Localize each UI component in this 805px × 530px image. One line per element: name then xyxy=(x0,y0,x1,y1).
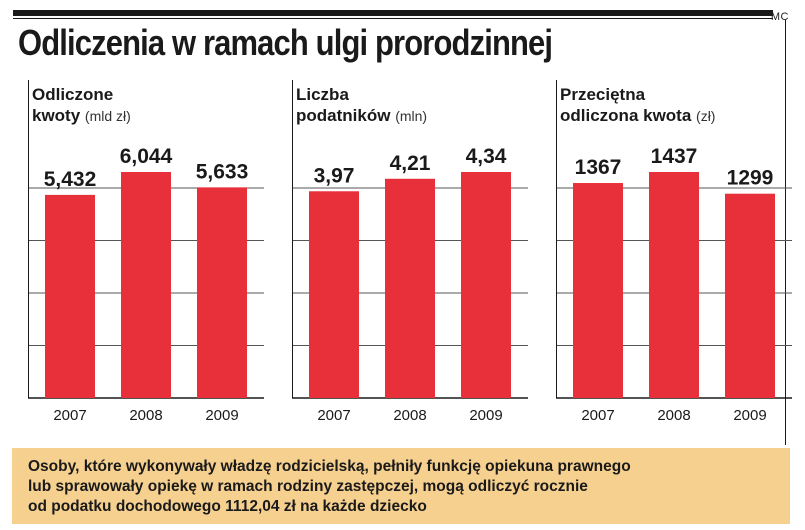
bar-2009 xyxy=(725,193,775,398)
x-tick-label: 2008 xyxy=(129,407,162,424)
panel-liczba-podatnikow: Liczba podatników (mln) 3,97 2007 4,21 2008… xyxy=(292,80,528,440)
panel-odliczone-kwoty: Odliczone kwoty (mld zł) 5,432 2007 6,044 2… xyxy=(28,80,264,440)
x-tick-label: 2009 xyxy=(205,407,238,424)
top-rule xyxy=(13,10,773,16)
bar-2008 xyxy=(649,172,699,398)
credit: MC xyxy=(770,11,789,23)
right-rule xyxy=(785,20,786,445)
panel-label: Liczba podatników (mln) xyxy=(296,84,427,127)
bar-chart-przecietna-kwota: 1367 2007 1437 2008 1299 2009 xyxy=(556,80,792,424)
panel-label-line1: Przeciętna xyxy=(560,85,646,104)
bar-chart-odliczone-kwoty: 5,432 2007 6,044 2008 5,633 2009 xyxy=(28,80,264,424)
x-tick-label: 2007 xyxy=(53,407,86,424)
bar-2008 xyxy=(121,172,171,398)
top-rule-thin xyxy=(13,18,773,19)
data-label: 3,97 xyxy=(314,164,355,187)
bar-2009 xyxy=(197,187,247,398)
panel-label: Przeciętna odliczona kwota (zł) xyxy=(560,84,715,127)
data-label: 5,432 xyxy=(44,168,97,191)
panel-label-line2: kwoty xyxy=(32,106,81,125)
x-tick-label: 2007 xyxy=(317,407,350,424)
data-label: 5,633 xyxy=(196,160,249,183)
panel-unit: (zł) xyxy=(696,108,716,124)
bar-chart-liczba-podatnikow: 3,97 2007 4,21 2008 4,34 2009 xyxy=(292,80,528,424)
x-tick-label: 2009 xyxy=(733,407,766,424)
x-tick-label: 2008 xyxy=(657,407,690,424)
footer-line: lub sprawowały opiekę w ramach rodziny z… xyxy=(28,478,588,495)
panel-label: Odliczone kwoty (mld zł) xyxy=(32,84,131,127)
bar-2007 xyxy=(45,194,95,398)
bar-2008 xyxy=(385,178,435,398)
panel-label-line2: odliczona kwota xyxy=(560,106,692,125)
footer-line: Osoby, które wykonywały władzę rodziciel… xyxy=(28,458,631,475)
panel-label-line2: podatników xyxy=(296,106,391,125)
bar-2007 xyxy=(309,191,359,398)
x-tick-label: 2007 xyxy=(581,407,614,424)
panel-label-line1: Odliczone xyxy=(32,85,114,104)
data-label: 6,044 xyxy=(120,145,173,168)
x-tick-label: 2008 xyxy=(393,407,426,424)
bar-2007 xyxy=(573,183,623,398)
x-tick-label: 2009 xyxy=(469,407,502,424)
panel-unit: (mln) xyxy=(395,108,428,124)
data-label: 4,21 xyxy=(390,152,431,175)
footer-note: Osoby, które wykonywały władzę rodziciel… xyxy=(12,448,790,524)
footer-line: od podatku dochodowego 1112,04 zł na każ… xyxy=(28,498,427,515)
panel-unit: (mld zł) xyxy=(84,108,131,124)
panel-label-line1: Liczba xyxy=(296,85,349,104)
bar-2009 xyxy=(461,172,511,398)
panel-przecietna-kwota: Przeciętna odliczona kwota (zł) 1367 2007… xyxy=(556,80,792,440)
data-label: 1299 xyxy=(727,167,774,190)
data-label: 1367 xyxy=(575,156,622,179)
data-label: 1437 xyxy=(651,145,698,168)
data-label: 4,34 xyxy=(466,145,507,168)
chart-title: Odliczenia w ramach ulgi prorodzinnej xyxy=(18,22,553,63)
